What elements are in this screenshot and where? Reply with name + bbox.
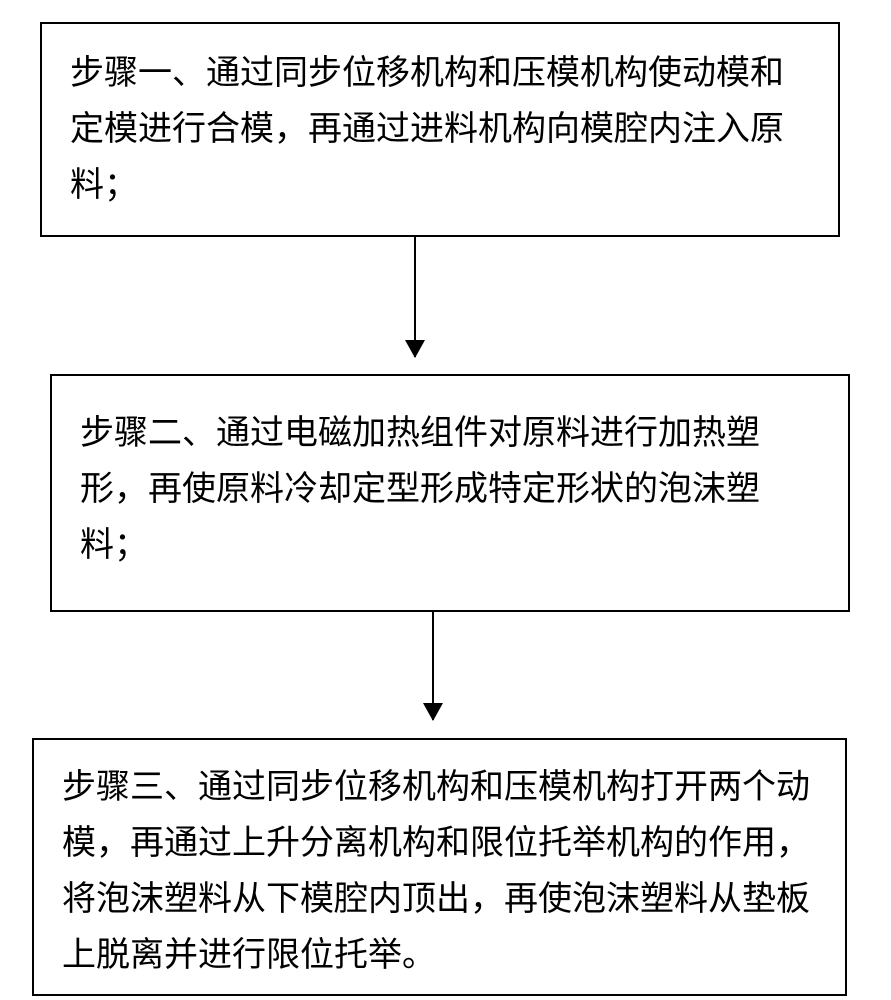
flowchart-container: 步骤一、通过同步位移机构和压模机构使动模和定模进行合模，再通过进料机构向模腔内注…	[0, 0, 891, 1000]
step-2-text: 步骤二、通过电磁加热组件对原料进行加热塑形，再使原料冷却定型形成特定形状的泡沫塑…	[80, 406, 820, 574]
step-1-text: 步骤一、通过同步位移机构和压模机构使动模和定模进行合模，再通过进料机构向模腔内注…	[70, 46, 810, 214]
flowchart-step-1: 步骤一、通过同步位移机构和压模机构使动模和定模进行合模，再通过进料机构向模腔内注…	[40, 22, 840, 237]
flowchart-step-2: 步骤二、通过电磁加热组件对原料进行加热塑形，再使原料冷却定型形成特定形状的泡沫塑…	[50, 374, 850, 612]
arrow-1-to-2	[414, 237, 416, 357]
arrow-2-to-3	[432, 612, 434, 720]
flowchart-step-3: 步骤三、通过同步位移机构和压模机构打开两个动模，再通过上升分离机构和限位托举机构…	[32, 738, 847, 996]
step-3-text: 步骤三、通过同步位移机构和压模机构打开两个动模，再通过上升分离机构和限位托举机构…	[62, 760, 817, 984]
